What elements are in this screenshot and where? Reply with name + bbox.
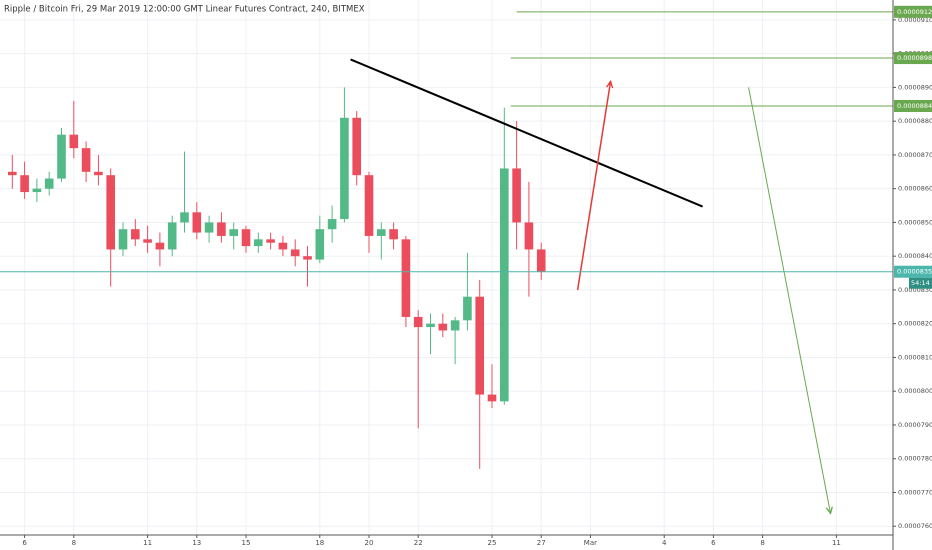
x-tick-label: 27	[537, 539, 546, 547]
candle-body	[303, 256, 312, 260]
candle-body	[536, 249, 546, 272]
candle-body	[69, 134, 79, 149]
candle-body	[340, 117, 349, 220]
level-label: 0.00009124	[897, 8, 932, 16]
x-tick-label: 13	[192, 539, 201, 547]
candle-body	[315, 229, 325, 260]
x-tick-label: 4	[662, 539, 667, 547]
x-tick-label: 18	[315, 539, 324, 547]
x-tick-label: 8	[760, 539, 764, 547]
arrow-line	[748, 87, 832, 514]
candle-body	[389, 229, 398, 240]
candle-body	[450, 320, 460, 331]
candle-body	[278, 242, 288, 250]
candle-body	[512, 168, 521, 223]
x-tick-label: Mar	[584, 539, 597, 547]
candle-body	[290, 249, 300, 257]
candle-body	[401, 239, 411, 317]
candle-body	[254, 239, 263, 247]
candle-body	[130, 229, 140, 240]
candle-body	[143, 239, 152, 243]
candle-body	[180, 212, 189, 223]
candle-body	[413, 316, 423, 328]
overlay-layer	[0, 11, 893, 515]
candle-body	[327, 219, 337, 230]
candle-body	[217, 222, 226, 236]
candle-body	[500, 168, 509, 402]
countdown-label: 54:14	[911, 279, 930, 287]
countdown-box	[909, 277, 932, 289]
axis-layer: 0.000091000.000090000.000089000.00008800…	[22, 5, 932, 547]
candle-body	[426, 323, 435, 328]
candle-body	[118, 229, 128, 250]
level-label: 0.00008987	[897, 54, 932, 62]
candle-body	[463, 296, 472, 321]
arrow-head	[825, 506, 833, 515]
candle-body	[352, 117, 362, 176]
chart-title: Ripple / Bitcoin Fri, 29 Mar 2019 12:00:…	[4, 5, 365, 15]
trendline	[350, 58, 703, 208]
level-label-box	[894, 5, 932, 18]
arrow-line	[576, 81, 612, 291]
x-tick-label: 6	[22, 539, 27, 547]
candle-body	[81, 148, 91, 172]
candle-body	[364, 175, 374, 236]
candle-body	[7, 171, 17, 176]
candle-body	[377, 229, 386, 236]
candle-body	[475, 296, 485, 395]
x-tick-label: 25	[488, 539, 497, 547]
candle-body	[266, 239, 275, 243]
candle-body	[167, 222, 177, 250]
marks-layer	[7, 87, 546, 469]
x-tick-label: 22	[414, 539, 423, 547]
candle-body	[204, 222, 214, 233]
candle-body	[438, 323, 448, 331]
last-price-label: 0.00008354	[897, 268, 932, 276]
candle-body	[44, 178, 54, 189]
level-label: 0.00008845	[897, 102, 932, 110]
arrow-head	[606, 79, 614, 89]
candle-body	[106, 175, 116, 250]
candle-body	[229, 229, 239, 236]
level-label-box	[894, 52, 932, 65]
candle-body	[20, 175, 29, 193]
x-tick-label: 15	[242, 539, 251, 547]
grid-layer	[0, 0, 893, 535]
x-tick-label: 6	[711, 539, 716, 547]
candle-body	[192, 212, 202, 233]
level-label-box	[894, 99, 932, 112]
candle-body	[32, 188, 42, 193]
y-tick-label: 0.00007600	[898, 522, 932, 530]
candle-body	[241, 229, 251, 247]
x-tick-label: 11	[143, 539, 152, 547]
x-tick-label: 8	[72, 539, 76, 547]
x-tick-label: 11	[832, 539, 841, 547]
candle-body	[487, 394, 497, 402]
candle-body	[155, 242, 165, 250]
candle-body	[57, 134, 66, 179]
x-tick-label: 20	[365, 539, 374, 547]
last-price-box	[894, 265, 932, 278]
candle-body	[94, 171, 103, 176]
candle-body	[524, 222, 534, 250]
